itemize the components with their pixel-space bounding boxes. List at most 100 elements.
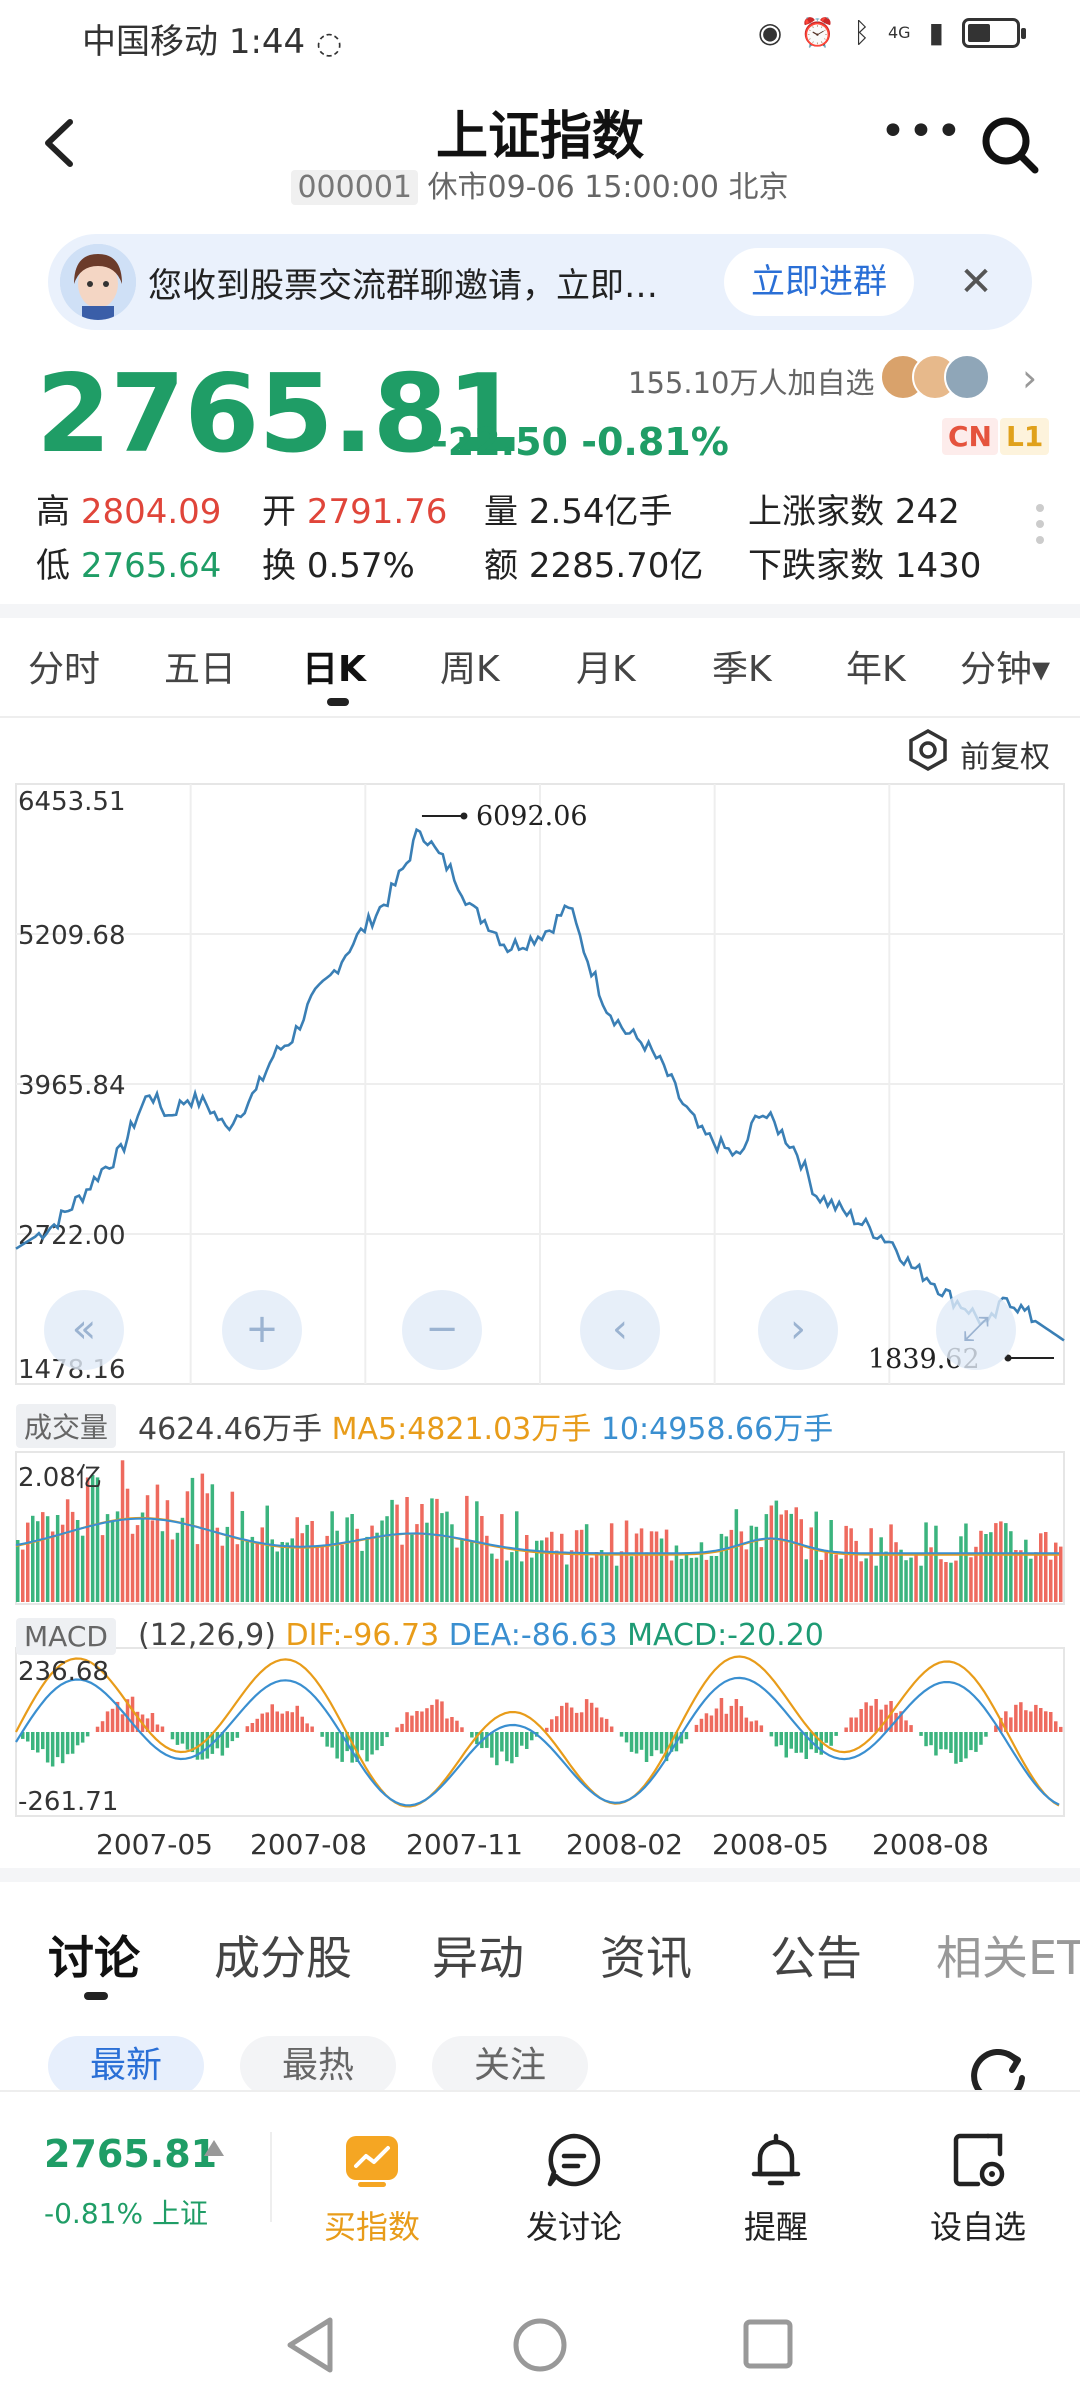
volume-bar xyxy=(450,1524,454,1602)
volume-bar xyxy=(894,1542,898,1602)
battery-icon xyxy=(962,17,1026,48)
volume-bar xyxy=(884,1551,888,1602)
reminder-button[interactable]: 提醒 xyxy=(706,2130,846,2248)
follower-avatars[interactable] xyxy=(880,354,990,400)
tab-constituents[interactable]: 成分股 xyxy=(214,1931,352,1985)
adjust-settings-icon[interactable] xyxy=(906,728,950,772)
zoom-out-button[interactable]: − xyxy=(402,1290,482,1370)
volume-bar xyxy=(565,1564,569,1602)
macd-tag[interactable]: MACD xyxy=(16,1618,116,1655)
tab-quarterly-k[interactable]: 季K xyxy=(712,649,772,690)
macd-bar xyxy=(1039,1708,1043,1732)
scroll-left-button[interactable]: ‹ xyxy=(580,1290,660,1370)
macd-bar xyxy=(220,1732,225,1756)
macd-bar xyxy=(904,1720,908,1732)
volume-bar xyxy=(80,1535,85,1602)
macd-bar xyxy=(495,1732,499,1766)
filter-following[interactable]: 关注 xyxy=(432,2036,588,2096)
macd-bar xyxy=(125,1699,130,1732)
zoom-in-button[interactable]: + xyxy=(222,1290,302,1370)
macd-bar xyxy=(759,1725,764,1732)
volume-bar xyxy=(919,1565,923,1602)
volume-bar xyxy=(874,1565,878,1602)
back-arrow-icon[interactable] xyxy=(36,108,84,178)
adjust-mode-label[interactable]: 前复权 xyxy=(960,740,1050,775)
macd-bar xyxy=(814,1732,818,1753)
volume-bar xyxy=(26,1522,30,1602)
search-icon[interactable] xyxy=(975,110,1045,180)
tab-intraday[interactable]: 分时 xyxy=(28,649,101,690)
volume-bar xyxy=(285,1542,289,1602)
macd-bar xyxy=(205,1732,210,1759)
chart-grid xyxy=(15,783,1065,1817)
scroll-left-far-button[interactable]: « xyxy=(44,1290,124,1370)
tab-monthly-k[interactable]: 月K xyxy=(576,649,636,690)
price-line xyxy=(15,827,1065,1342)
volume-bar xyxy=(759,1547,764,1602)
volume-bar xyxy=(545,1537,549,1602)
volume-bar xyxy=(360,1550,364,1602)
volume-bar xyxy=(175,1532,180,1602)
nav-home-icon[interactable] xyxy=(513,2318,567,2372)
more-stats-icon[interactable] xyxy=(1030,504,1050,564)
volume-bar xyxy=(1004,1523,1008,1602)
volume-bar xyxy=(1044,1532,1048,1602)
close-icon[interactable]: ✕ xyxy=(959,259,993,305)
join-group-button[interactable]: 立即进群 xyxy=(724,248,914,316)
section-divider xyxy=(0,1868,1080,1882)
macd-bar xyxy=(545,1727,549,1732)
macd-bar xyxy=(180,1732,185,1744)
tab-movements[interactable]: 异动 xyxy=(432,1931,524,1985)
volume-bar xyxy=(305,1524,309,1602)
tab-minute[interactable]: 分钟▾ xyxy=(960,649,1051,690)
volume-tag[interactable]: 成交量 xyxy=(16,1404,117,1448)
volume-ma10-line xyxy=(15,1517,1059,1555)
chat-bubble-icon xyxy=(547,2133,601,2187)
tab-discussion[interactable]: 讨论 xyxy=(48,1931,140,1985)
add-watchlist-button[interactable]: 设自选 xyxy=(908,2130,1048,2248)
followers-count[interactable]: 155.10万人加自选 xyxy=(628,366,875,400)
filter-latest[interactable]: 最新 xyxy=(48,2036,204,2096)
status-bar: 中国移动 1:44 ◌ ◉ ⏰ ᛒ 4G ▮ xyxy=(0,0,1080,72)
tab-weekly-k[interactable]: 周K xyxy=(440,649,500,690)
tab-daily-k[interactable]: 日K xyxy=(302,649,366,690)
volume-bar xyxy=(659,1538,664,1602)
stat-fall: 下跌家数 1430 xyxy=(748,538,981,587)
macd-bar xyxy=(604,1718,609,1732)
macd-bar xyxy=(260,1713,264,1732)
active-tab-indicator xyxy=(327,698,349,706)
fullscreen-icon[interactable]: ⤢ xyxy=(936,1290,1016,1370)
volume-bar xyxy=(395,1504,399,1602)
filter-hottest[interactable]: 最热 xyxy=(240,2036,396,2096)
nav-back-icon[interactable] xyxy=(287,2317,333,2373)
volume-bar xyxy=(839,1558,843,1602)
volume-bar xyxy=(594,1552,599,1602)
stat-label: 额 xyxy=(484,546,518,586)
post-discussion-button[interactable]: 发讨论 xyxy=(504,2130,644,2248)
stat-label: 量 xyxy=(484,492,518,532)
volume-bar xyxy=(190,1477,195,1602)
nav-recents-icon[interactable] xyxy=(743,2319,793,2369)
macd-bar xyxy=(560,1705,564,1732)
tab-yearly-k[interactable]: 年K xyxy=(846,649,906,690)
tab-related-etf[interactable]: 相关ET xyxy=(936,1931,1080,1985)
tab-announcements[interactable]: 公告 xyxy=(770,1931,862,1985)
change-value: -22.50 xyxy=(432,420,568,464)
bluetooth-icon: ᛒ xyxy=(853,16,870,49)
group-invite-banner[interactable]: 您收到股票交流群聊邀请，立即… 立即进群 ✕ xyxy=(48,234,1032,330)
tab-five-day[interactable]: 五日 xyxy=(164,649,237,690)
buy-index-button[interactable]: 买指数 xyxy=(302,2130,442,2248)
tab-news[interactable]: 资讯 xyxy=(600,1931,692,1985)
stat-label: 开 xyxy=(262,492,296,532)
more-icon[interactable]: ••• xyxy=(880,106,964,157)
change-percent: -0.81% xyxy=(581,420,729,464)
volume-bar xyxy=(240,1511,245,1602)
chevron-right-icon[interactable]: › xyxy=(1022,356,1038,400)
macd-bar xyxy=(500,1732,504,1752)
scroll-right-button[interactable]: › xyxy=(758,1290,838,1370)
stat-value: 2791.76 xyxy=(306,492,448,532)
macd-bar xyxy=(939,1732,943,1750)
volume-bar xyxy=(410,1534,414,1602)
volume-bar xyxy=(869,1528,873,1602)
